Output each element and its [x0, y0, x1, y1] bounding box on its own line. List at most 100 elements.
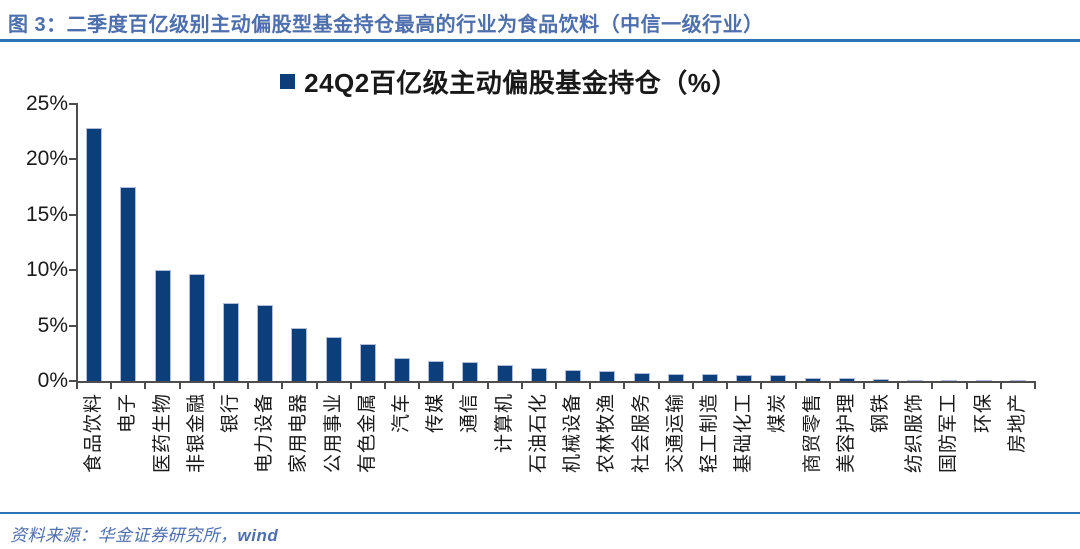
- bar: [907, 379, 924, 381]
- bar: [770, 375, 787, 381]
- bar: [462, 362, 479, 381]
- bar: [222, 303, 239, 381]
- y-axis-tick: [69, 103, 77, 105]
- bar: [154, 270, 171, 381]
- x-axis-tick: [999, 383, 1002, 389]
- x-axis-tick: [691, 383, 694, 389]
- bar: [496, 365, 513, 381]
- legend-label: 24Q2百亿级主动偏股基金持仓（%）: [304, 67, 738, 98]
- bar: [86, 128, 103, 381]
- x-tick-label: 轻工制造: [698, 393, 720, 474]
- x-axis-tick: [315, 383, 318, 389]
- x-axis-tick: [418, 383, 421, 389]
- bar: [633, 373, 650, 381]
- chart-legend: 24Q2百亿级主动偏股基金持仓（%）: [0, 66, 1049, 98]
- x-axis-tick: [178, 383, 181, 389]
- x-tick-label: 机械设备: [562, 393, 584, 474]
- source-brand: wind: [237, 526, 279, 545]
- x-tick-label: 商贸零售: [801, 393, 823, 474]
- x-tick-label: 计算机: [493, 393, 515, 454]
- x-tick-label: 美容护理: [835, 393, 857, 474]
- x-tick-label: 电力设备: [254, 393, 276, 474]
- x-tick-label: 非银金融: [185, 393, 207, 474]
- bar: [359, 344, 376, 381]
- x-axis-tick: [657, 383, 660, 389]
- x-axis-tick: [110, 383, 113, 389]
- x-axis-tick: [931, 383, 934, 389]
- bar: [736, 374, 753, 381]
- x-axis-tick: [862, 383, 865, 389]
- bar: [291, 327, 308, 381]
- x-axis-tick: [212, 383, 215, 389]
- bar: [1009, 379, 1026, 381]
- x-tick-label: 食品饮料: [83, 393, 105, 474]
- bar: [120, 187, 137, 381]
- y-axis-tick: [69, 324, 77, 327]
- bar: [975, 379, 992, 381]
- x-tick-label: 交通运输: [664, 393, 686, 474]
- x-tick-label: 环保: [972, 393, 994, 434]
- x-tick-label: 基础化工: [733, 393, 755, 474]
- bar: [667, 374, 684, 381]
- bar: [188, 273, 205, 381]
- x-axis-tick: [144, 383, 147, 389]
- bar: [428, 361, 445, 381]
- x-tick-label: 石油石化: [527, 393, 549, 474]
- x-tick-label: 农林牧渔: [596, 393, 618, 474]
- x-tick-label: 纺织服饰: [904, 393, 926, 474]
- x-axis-tick: [965, 383, 968, 389]
- x-tick-label: 公用事业: [322, 393, 344, 474]
- x-tick-label: 医药生物: [151, 393, 173, 474]
- y-axis-tick: [69, 269, 77, 272]
- source-note: 资料来源：华金证券研究所，wind: [10, 521, 278, 546]
- x-tick-label: 有色金属: [356, 393, 378, 474]
- y-tick-label: 15%: [25, 202, 68, 226]
- x-axis-tick: [452, 383, 455, 389]
- x-tick-label: 通信: [459, 393, 481, 434]
- x-tick-label: 银行: [219, 393, 241, 434]
- bar: [599, 371, 616, 381]
- x-axis-tick: [760, 383, 763, 389]
- y-axis-tick: [69, 158, 77, 161]
- bar: [325, 336, 342, 381]
- figure-title: 图 3：二季度百亿级别主动偏股型基金持仓最高的行业为食品饮料（中信一级行业）: [8, 14, 764, 36]
- x-tick-label: 国防军工: [938, 393, 960, 474]
- y-tick-label: 5%: [37, 313, 68, 337]
- x-axis: [76, 381, 1036, 383]
- x-tick-label: 房地产: [1006, 393, 1028, 454]
- x-axis-tick: [794, 383, 797, 389]
- y-axis-tick: [69, 213, 77, 216]
- x-axis-tick: [555, 383, 557, 389]
- x-tick-label: 家用电器: [288, 393, 310, 474]
- x-tick-label: 钢铁: [870, 393, 892, 434]
- bar: [565, 369, 582, 381]
- x-tick-label: 社会服务: [630, 393, 652, 474]
- x-tick-label: 煤炭: [767, 393, 789, 434]
- x-axis-tick: [281, 383, 284, 389]
- title-divider: [0, 39, 1080, 42]
- bar: [804, 377, 821, 381]
- y-axis-tick: [69, 380, 77, 382]
- bar: [873, 379, 890, 381]
- x-axis-tick: [726, 383, 729, 389]
- y-tick-label: 20%: [25, 147, 68, 171]
- x-axis-tick: [383, 383, 386, 389]
- bar: [701, 374, 718, 381]
- x-axis-tick: [76, 383, 78, 389]
- x-axis-tick: [623, 383, 626, 389]
- x-axis-tick: [1034, 383, 1036, 389]
- x-tick-label: 传媒: [425, 393, 447, 434]
- x-axis-tick: [828, 383, 831, 389]
- x-tick-label: 汽车: [391, 393, 413, 434]
- footer-divider: [0, 512, 1080, 514]
- y-axis: [76, 103, 78, 383]
- y-tick-label: 0%: [37, 369, 68, 392]
- x-axis-tick: [486, 383, 489, 389]
- y-tick-label: 10%: [25, 258, 68, 282]
- x-axis-tick: [247, 383, 250, 389]
- x-axis-tick: [897, 383, 900, 389]
- bar: [838, 378, 855, 381]
- bar: [530, 367, 547, 381]
